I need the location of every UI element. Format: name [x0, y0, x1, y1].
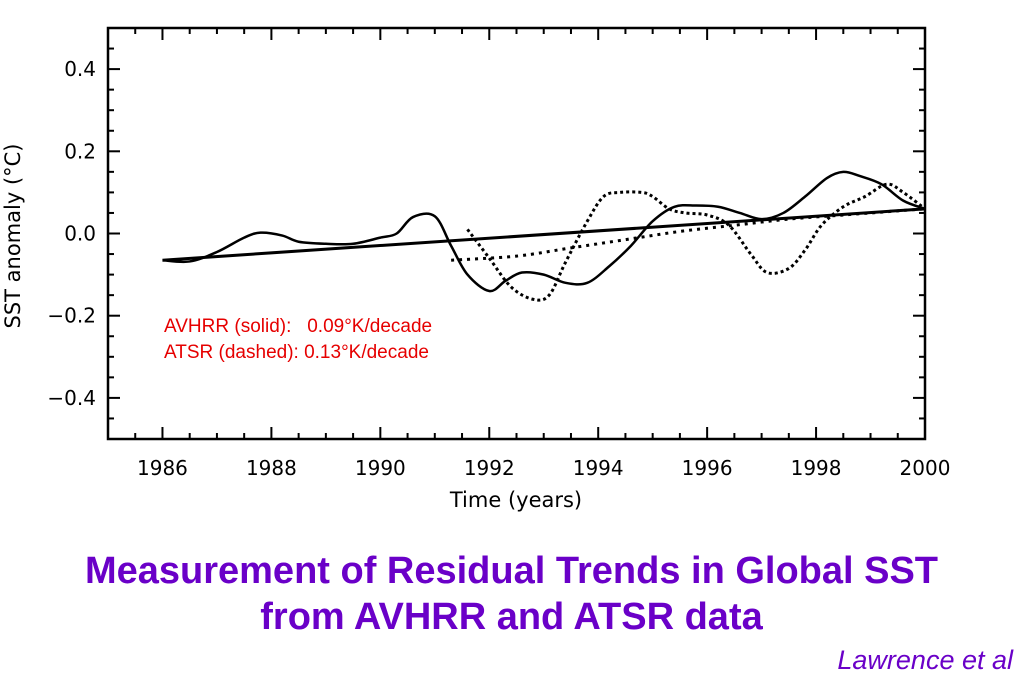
x-tick-label: 1992 — [464, 456, 515, 480]
series-line-solid — [162, 170, 926, 293]
chart-marks — [162, 170, 926, 302]
y-tick-label: −0.4 — [47, 386, 96, 410]
y-axis-title: SST anomaly (°C) — [1, 143, 25, 328]
x-tick-label: 1994 — [573, 456, 624, 480]
sst-anomaly-chart: 1986 1988 1990 1992 1994 1996 1998 2000 −0.4 −0.2… — [1, 26, 950, 512]
annotation-atsr: ATSR (dashed): 0.13°K/decade — [164, 342, 429, 363]
axis-ticks — [107, 27, 926, 440]
axis-tick-labels: 1986 1988 1990 1992 1994 1996 1998 2000 −0.4 −0.2… — [47, 57, 950, 480]
y-tick-label: −0.2 — [47, 304, 96, 328]
author-credit: Lawrence et al — [837, 645, 1013, 675]
x-tick-label: 1990 — [355, 456, 406, 480]
x-tick-label: 1998 — [791, 456, 842, 480]
slide-title-line-2: from AVHRR and ATSR data — [260, 596, 763, 638]
slide-title: Measurement of Residual Trends in Global… — [0, 548, 1023, 640]
x-axis-title: Time (years) — [449, 488, 582, 512]
y-tick-label: 0.2 — [64, 139, 96, 163]
x-tick-label: 2000 — [900, 456, 951, 480]
y-tick-label: 0.4 — [64, 57, 96, 81]
slide-title-line-1: Measurement of Residual Trends in Global… — [84, 550, 939, 592]
y-tick-label: 0.0 — [64, 222, 96, 246]
plot-frame — [106, 26, 927, 441]
x-tick-label: 1996 — [682, 456, 733, 480]
series-line-solid-trend — [162, 207, 926, 262]
series-line-dashed — [466, 182, 926, 302]
annotation-avhrr: AVHRR (solid): 0.09°K/decade — [164, 316, 432, 337]
x-tick-label: 1986 — [137, 456, 188, 480]
x-tick-label: 1988 — [246, 456, 297, 480]
